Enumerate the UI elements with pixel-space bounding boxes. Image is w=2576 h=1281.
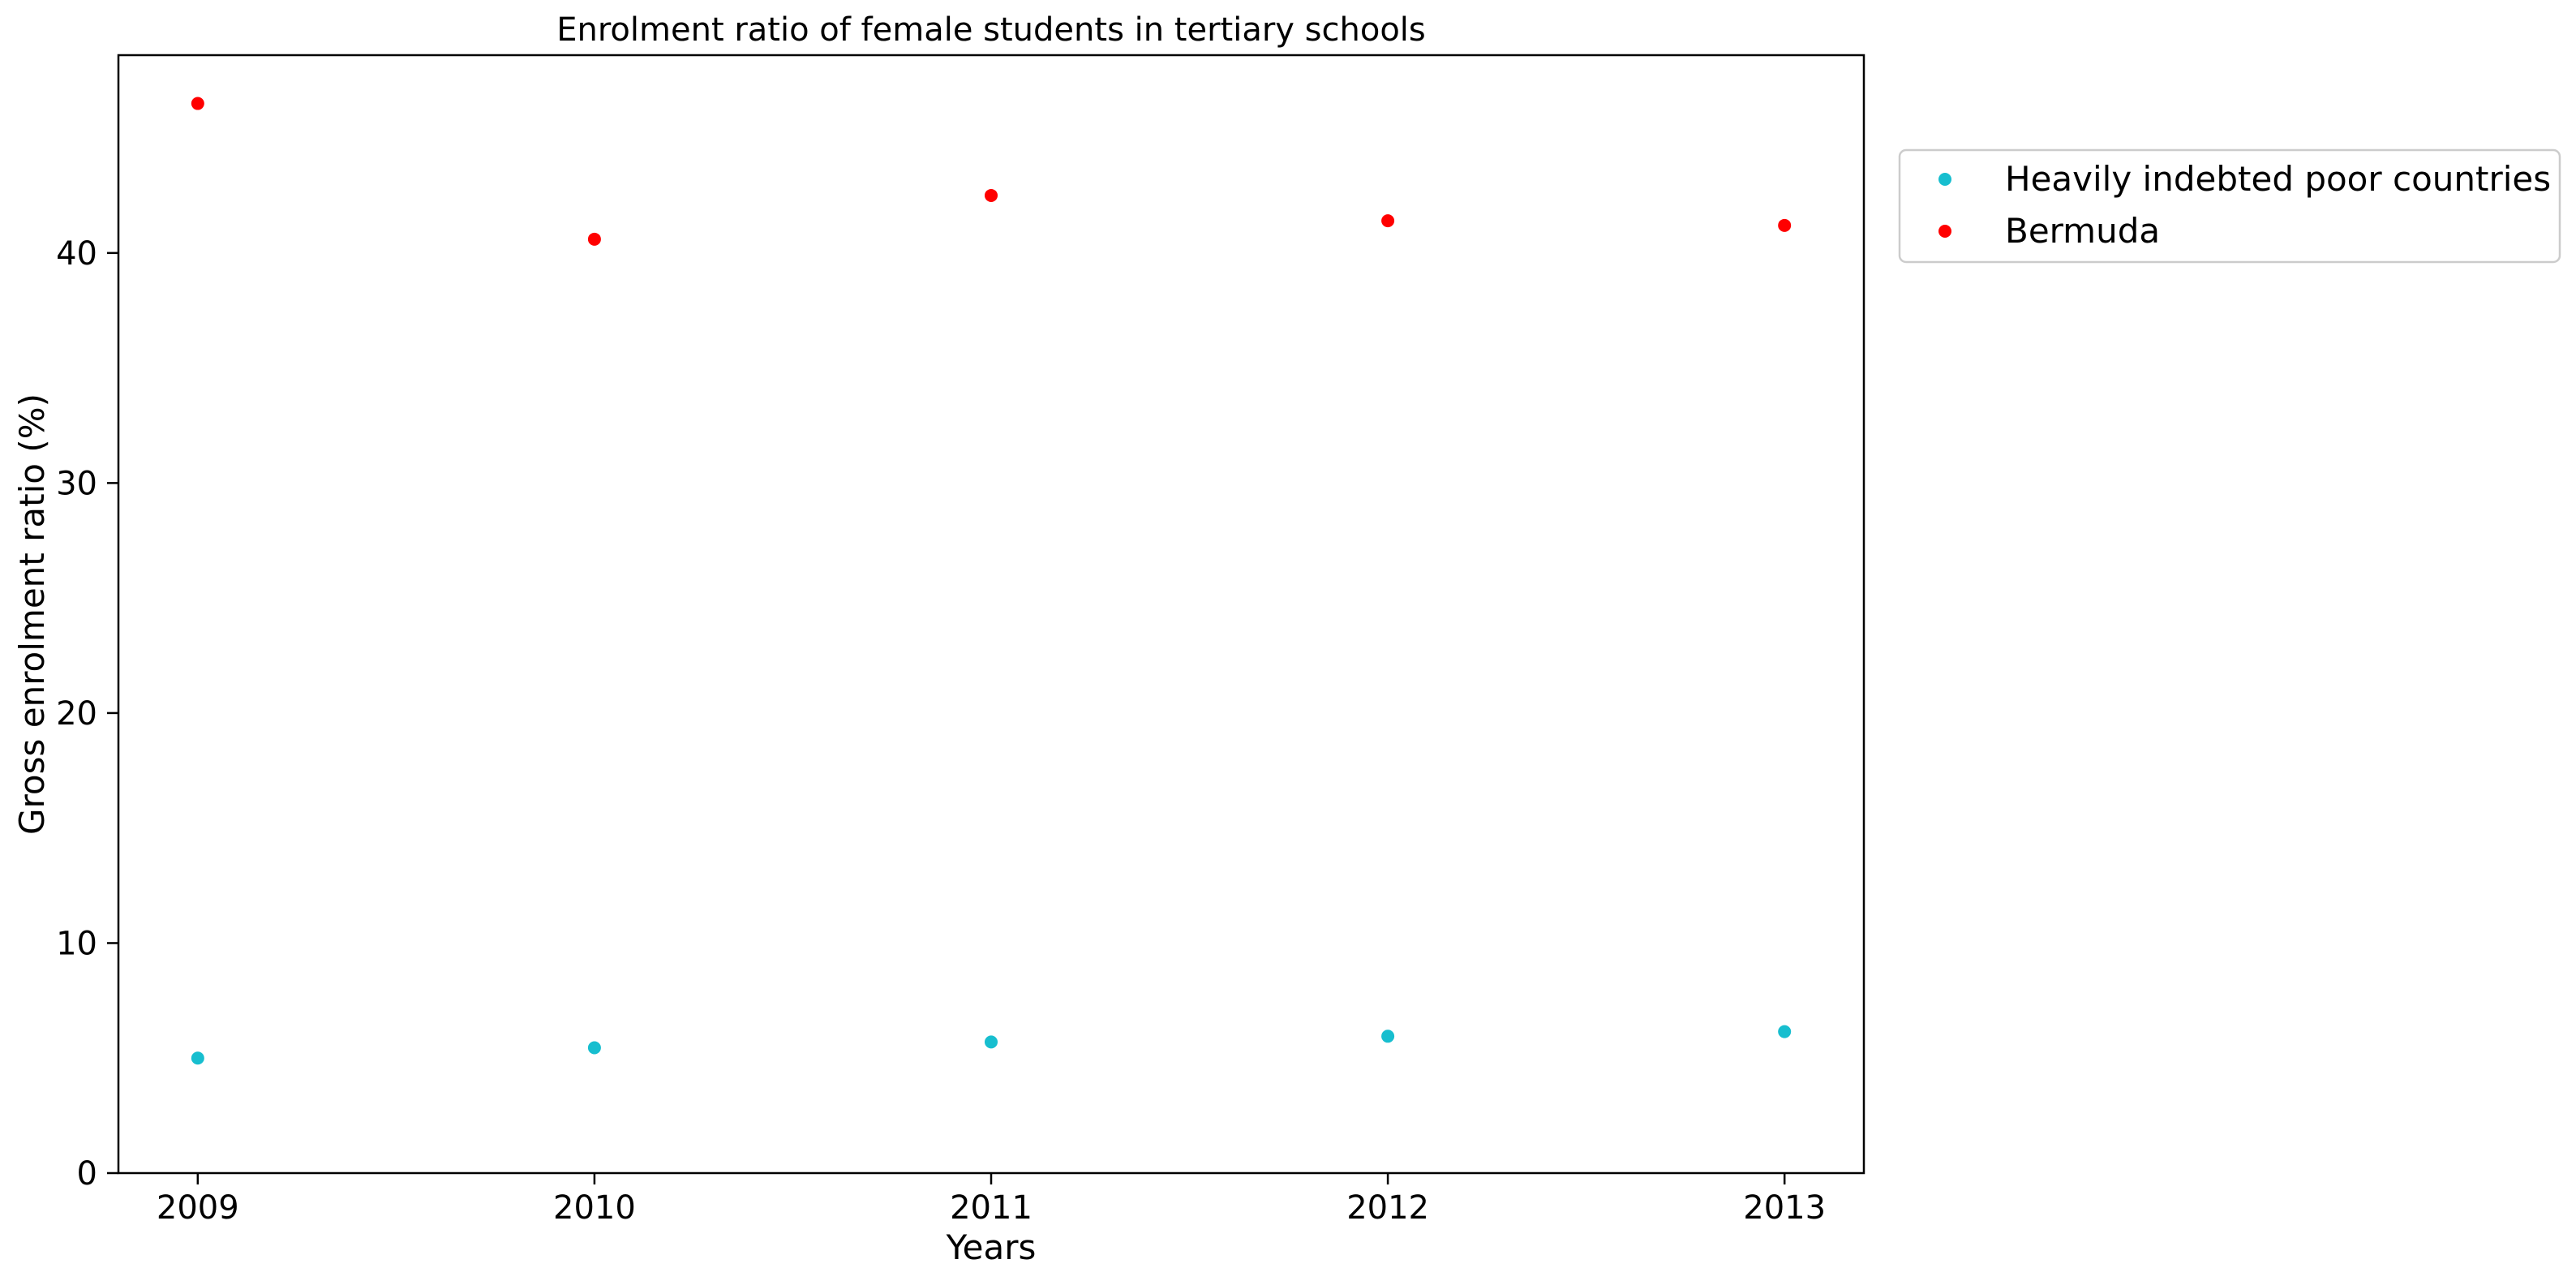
chart-title: Enrolment ratio of female students in te… xyxy=(556,11,1426,49)
data-point xyxy=(587,232,601,246)
y-tick-label: 20 xyxy=(56,695,97,733)
x-tick-label: 2012 xyxy=(1346,1189,1429,1227)
x-tick-label: 2013 xyxy=(1743,1189,1826,1227)
data-point xyxy=(1381,1030,1395,1043)
series-1 xyxy=(191,97,1792,246)
legend-label-heavily-indebted: Heavily indebted poor countries xyxy=(2005,159,2551,199)
legend-frame xyxy=(1898,148,2561,264)
data-point xyxy=(191,97,204,110)
x-axis-label: Years xyxy=(946,1227,1037,1267)
plot-area xyxy=(191,97,1792,1065)
legend-marker-bermuda xyxy=(1938,225,1951,238)
x-tick-label: 2011 xyxy=(950,1189,1033,1227)
data-point xyxy=(587,1041,601,1055)
y-tick-label: 40 xyxy=(56,235,97,273)
legend-label-bermuda: Bermuda xyxy=(2005,211,2160,251)
y-axis-label: Gross enrolment ratio (%) xyxy=(12,393,52,835)
data-point xyxy=(1778,1025,1792,1038)
data-point xyxy=(985,188,998,202)
y-tick-label: 30 xyxy=(56,465,97,502)
y-tick-label: 10 xyxy=(56,925,97,962)
legend: Heavily indebted poor countries Bermuda xyxy=(1898,148,2561,264)
plot-frame xyxy=(117,54,1865,1175)
data-point xyxy=(1778,218,1792,232)
x-axis: 2009 2010 2011 2012 2013 xyxy=(157,1173,1826,1227)
x-tick-label: 2009 xyxy=(157,1189,239,1227)
y-axis: 0 10 20 30 40 xyxy=(56,235,118,1193)
data-point xyxy=(1381,214,1395,228)
x-tick-label: 2010 xyxy=(553,1189,636,1227)
data-point xyxy=(191,1051,204,1065)
series-0 xyxy=(191,1025,1792,1065)
data-point xyxy=(985,1035,998,1049)
legend-marker-heavily-indebted xyxy=(1938,173,1951,186)
y-tick-label: 0 xyxy=(77,1155,97,1193)
